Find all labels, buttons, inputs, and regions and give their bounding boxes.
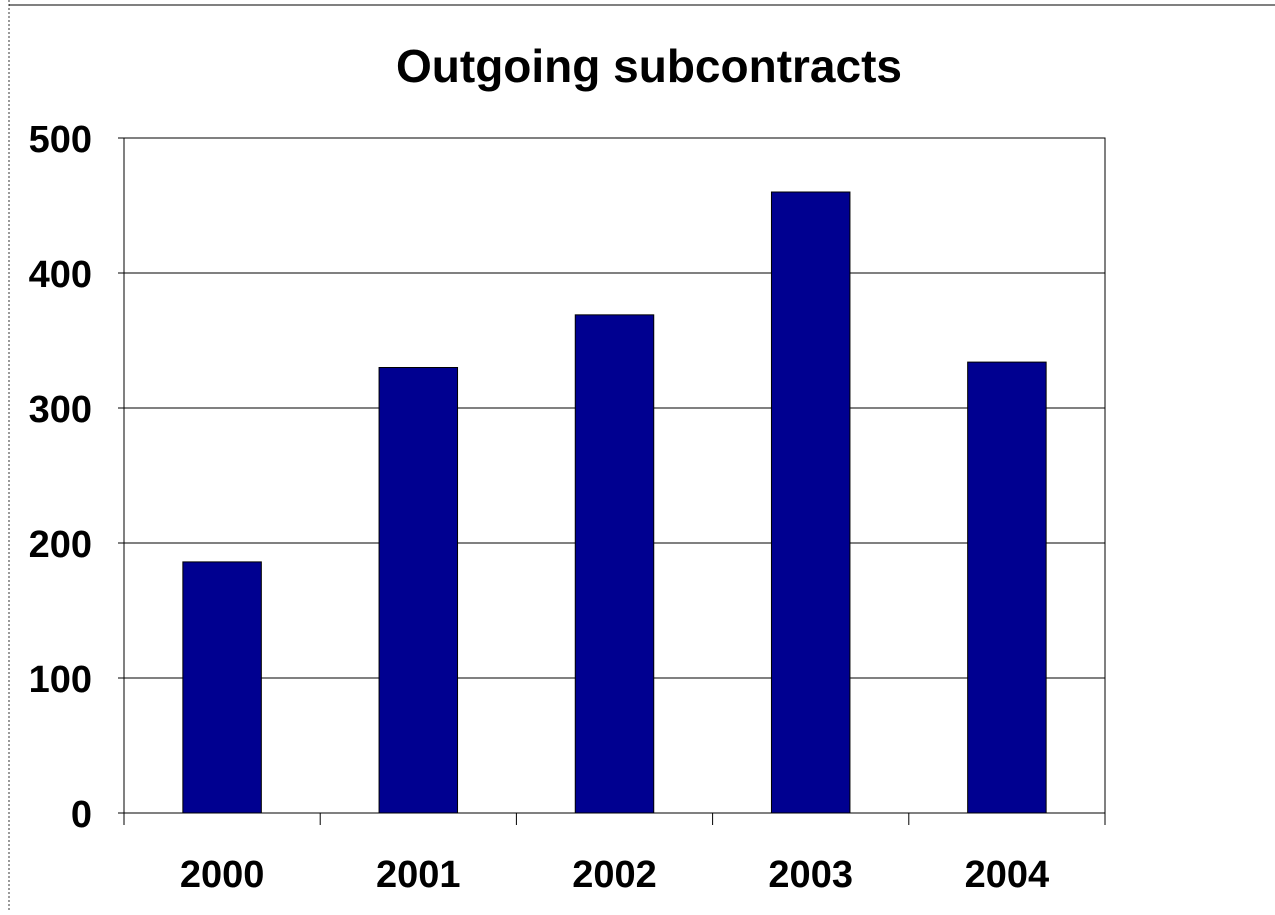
x-tick-label: 2003 (768, 854, 853, 896)
plot-frame (118, 137, 1106, 825)
chart-title: Outgoing subcontracts (396, 40, 902, 92)
bar-2004 (967, 361, 1047, 814)
y-tick-label: 200 (29, 524, 92, 566)
x-tick-label: 2004 (965, 854, 1050, 896)
bar-2001 (378, 367, 459, 814)
bar-2003 (770, 191, 851, 814)
bar-2000 (182, 561, 262, 814)
x-tick-labels: 2000 2001 2002 2003 2004 (180, 854, 1049, 896)
x-tick-label: 2000 (180, 854, 265, 896)
bars (182, 191, 1047, 814)
y-tick-labels: 0 100 200 300 400 500 (29, 119, 92, 836)
x-tick-label: 2002 (572, 854, 657, 896)
x-tick-label: 2001 (376, 854, 461, 896)
y-tick-label: 500 (29, 119, 92, 161)
y-tick-label: 0 (71, 794, 92, 836)
y-tick-label: 300 (29, 389, 92, 431)
y-tick-label: 400 (29, 254, 92, 296)
plot-border (123, 137, 1106, 814)
bar-2002 (574, 314, 655, 814)
y-tick-label: 100 (29, 659, 92, 701)
